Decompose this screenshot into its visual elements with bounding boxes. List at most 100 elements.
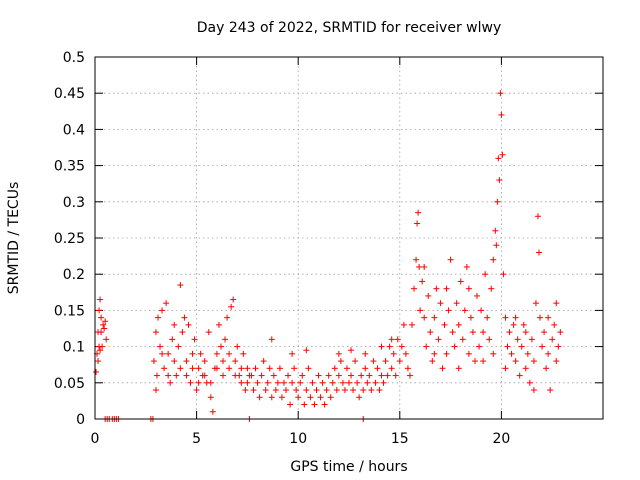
data-point — [465, 285, 472, 292]
data-point — [283, 387, 290, 394]
data-point — [289, 350, 296, 357]
data-point — [333, 387, 340, 394]
data-point — [549, 336, 556, 343]
data-point — [476, 343, 483, 350]
data-point — [557, 329, 564, 336]
data-point — [201, 372, 208, 379]
data-point — [457, 278, 464, 285]
data-point — [270, 372, 277, 379]
data-point — [185, 321, 192, 328]
y-tick-label: 0.2 — [63, 267, 85, 283]
data-point — [189, 365, 196, 372]
data-point — [384, 372, 391, 379]
axis-ticks: 0 0.05 0.1 0.15 0.2 0.25 0.3 0.35 0.4 0.45 0.5 0 5 10… — [54, 50, 603, 447]
data-point — [374, 365, 381, 372]
data-point — [213, 365, 220, 372]
y-tick-label: 0.4 — [63, 122, 85, 138]
data-point — [195, 379, 202, 386]
data-point — [421, 314, 428, 321]
data-point — [252, 365, 259, 372]
data-point — [319, 379, 326, 386]
data-point — [183, 358, 190, 365]
data-point — [321, 401, 328, 408]
data-point — [368, 387, 375, 394]
data-point — [167, 379, 174, 386]
data-point — [102, 318, 109, 325]
data-point — [535, 249, 542, 256]
data-point — [97, 347, 104, 354]
data-point — [520, 321, 527, 328]
data-point — [98, 314, 105, 321]
data-point — [392, 372, 399, 379]
data-point — [378, 343, 385, 350]
data-point — [157, 343, 164, 350]
data-point — [386, 343, 393, 350]
data-point — [451, 343, 458, 350]
y-tick-label: 0.15 — [54, 303, 85, 319]
data-point — [307, 394, 314, 401]
data-point — [152, 387, 159, 394]
data-point — [390, 350, 397, 357]
data-point — [555, 343, 562, 350]
grid-lines — [95, 57, 603, 419]
data-point — [514, 336, 521, 343]
data-point — [205, 329, 212, 336]
data-point — [242, 387, 249, 394]
data-point — [378, 372, 385, 379]
data-point — [289, 379, 296, 386]
data-point — [455, 321, 462, 328]
data-point — [274, 379, 281, 386]
data-point — [492, 227, 499, 234]
data-point — [382, 358, 389, 365]
data-point — [179, 329, 186, 336]
data-point — [364, 379, 371, 386]
data-point — [524, 350, 531, 357]
data-point — [484, 314, 491, 321]
data-point — [317, 394, 324, 401]
data-point — [226, 350, 233, 357]
y-axis-label: SRMTID / TECUs — [6, 182, 22, 295]
data-point — [217, 343, 224, 350]
data-point — [408, 321, 415, 328]
data-point — [495, 155, 502, 162]
x-tick-label: 15 — [391, 431, 409, 447]
data-point — [508, 350, 515, 357]
data-point — [354, 379, 361, 386]
data-point — [191, 336, 198, 343]
data-point — [417, 307, 424, 314]
data-point — [530, 358, 537, 365]
data-point — [502, 365, 509, 372]
y-tick-label: 0.05 — [54, 376, 85, 392]
data-point — [215, 321, 222, 328]
data-point — [516, 372, 523, 379]
y-tick-label: 0 — [76, 412, 85, 428]
data-point — [291, 365, 298, 372]
data-point — [445, 307, 452, 314]
data-point — [362, 365, 369, 372]
y-tick-label: 0.5 — [63, 50, 85, 66]
data-point — [396, 358, 403, 365]
data-point — [278, 394, 285, 401]
data-point — [248, 372, 255, 379]
data-point — [293, 387, 300, 394]
data-point — [171, 321, 178, 328]
data-point — [100, 321, 107, 328]
data-point — [287, 401, 294, 408]
data-point — [335, 372, 342, 379]
data-point — [232, 372, 239, 379]
data-point — [465, 350, 472, 357]
data-point — [250, 387, 257, 394]
data-point — [427, 329, 434, 336]
data-point — [313, 387, 320, 394]
data-point — [512, 314, 519, 321]
data-point — [272, 387, 279, 394]
data-point — [352, 358, 359, 365]
data-point — [177, 282, 184, 289]
data-point — [499, 151, 506, 158]
data-point — [366, 372, 373, 379]
data-point — [510, 321, 517, 328]
data-point — [98, 329, 105, 336]
data-point — [228, 303, 235, 310]
data-point — [553, 358, 560, 365]
